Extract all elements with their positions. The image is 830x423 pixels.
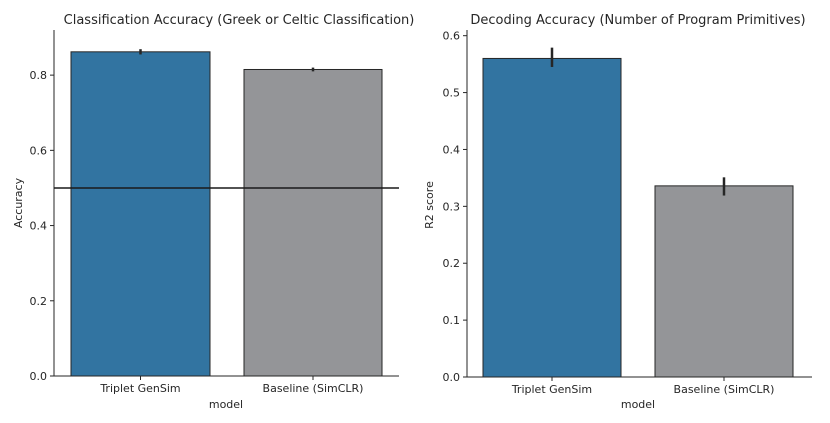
x-ticks: Triplet GenSim Baseline (SimCLR)	[99, 376, 363, 395]
y-tick-label: 0.5	[443, 87, 461, 100]
y-tick-label: 0.0	[443, 371, 461, 384]
x-ticks: Triplet GenSim Baseline (SimCLR)	[511, 377, 775, 396]
y-tick-label: 0.6	[443, 30, 461, 43]
y-axis-label: Accuracy	[12, 177, 25, 228]
y-tick-label: 0.8	[30, 69, 48, 82]
y-axis-label: R2 score	[423, 181, 436, 229]
y-ticks: 0.0 0.2 0.4 0.6 0.8	[30, 69, 54, 383]
bar	[654, 185, 794, 378]
x-axis-label: model	[209, 398, 243, 411]
x-tick-label: Triplet GenSim	[511, 383, 592, 396]
bars	[482, 47, 794, 378]
chart-title: Decoding Accuracy (Number of Program Pri…	[470, 13, 805, 28]
y-tick-label: 0.6	[30, 144, 48, 157]
chart-decoding: Decoding Accuracy (Number of Program Pri…	[423, 13, 812, 411]
y-tick-label: 0.4	[443, 143, 461, 156]
bars	[70, 49, 383, 377]
y-tick-label: 0.2	[443, 257, 461, 270]
x-tick-label: Triplet GenSim	[99, 382, 180, 395]
x-tick-label: Baseline (SimCLR)	[263, 382, 364, 395]
bar	[243, 68, 383, 377]
y-tick-label: 0.1	[443, 314, 461, 327]
chart-title: Classification Accuracy (Greek or Celtic…	[64, 13, 415, 28]
y-tick-label: 0.0	[30, 370, 48, 383]
y-tick-label: 0.2	[30, 295, 48, 308]
chart-classification: Classification Accuracy (Greek or Celtic…	[12, 13, 414, 411]
y-ticks: 0.0 0.1 0.2 0.3 0.4 0.5 0.6	[443, 30, 467, 384]
x-axis-label: model	[621, 398, 655, 411]
bar	[482, 57, 622, 378]
y-tick-label: 0.3	[443, 200, 461, 213]
bar	[70, 51, 211, 377]
y-tick-label: 0.4	[30, 220, 48, 233]
x-tick-label: Baseline (SimCLR)	[674, 383, 775, 396]
